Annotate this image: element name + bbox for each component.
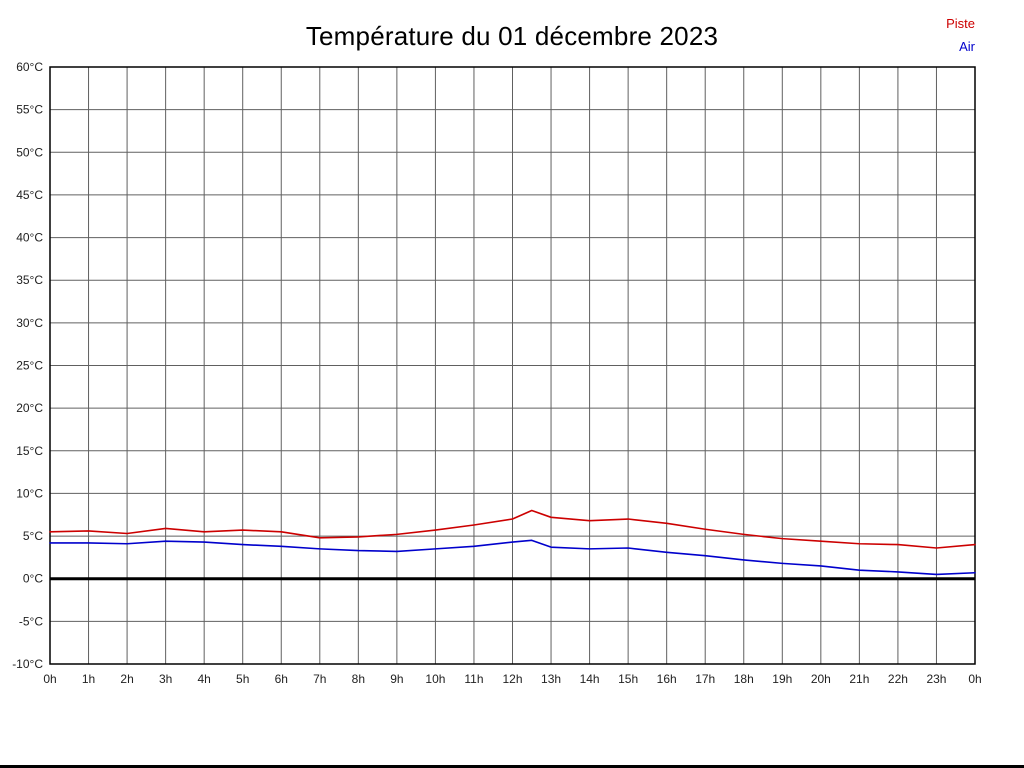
y-tick-label: 15°C [16, 444, 43, 458]
x-tick-label: 23h [926, 672, 946, 686]
x-tick-label: 22h [888, 672, 908, 686]
x-tick-label: 11h [464, 672, 483, 686]
x-tick-label: 1h [82, 672, 95, 686]
chart-legend: Piste Air [946, 12, 975, 58]
y-tick-label: 25°C [16, 359, 43, 373]
y-tick-label: 60°C [16, 60, 43, 74]
x-tick-label: 4h [197, 672, 210, 686]
y-tick-label: -5°C [19, 614, 43, 628]
y-tick-label: 55°C [16, 103, 43, 117]
y-tick-label: 5°C [23, 529, 43, 543]
y-tick-label: -10°C [12, 657, 43, 671]
legend-air-label: Air [959, 39, 975, 54]
x-tick-label: 2h [120, 672, 133, 686]
y-tick-label: 20°C [16, 401, 43, 415]
plot-border [49, 66, 976, 665]
series-line-piste [49, 509, 976, 549]
x-tick-label: 12h [502, 672, 522, 686]
y-tick-label: 0°C [23, 572, 43, 586]
x-tick-label: 8h [352, 672, 365, 686]
x-tick-label: 19h [772, 672, 792, 686]
chart-title: Température du 01 décembre 2023 [305, 21, 719, 51]
footer-divider [0, 765, 1024, 768]
y-tick-label: 50°C [16, 145, 43, 159]
x-tick-label: 10h [425, 672, 445, 686]
y-tick-label: 35°C [16, 273, 43, 287]
x-tick-label: 5h [236, 672, 249, 686]
x-tick-label: 6h [275, 672, 288, 686]
series-line-air [49, 539, 976, 576]
y-tick-label: 45°C [16, 188, 43, 202]
x-tick-label: 17h [695, 672, 715, 686]
x-tick-label: 15h [618, 672, 638, 686]
x-tick-label: 9h [390, 672, 403, 686]
y-tick-label: 40°C [16, 231, 43, 245]
y-tick-label: 10°C [16, 486, 43, 500]
x-tick-label: 20h [811, 672, 831, 686]
x-tick-label: 14h [580, 672, 600, 686]
x-tick-label: 7h [313, 672, 326, 686]
x-tick-label: 16h [657, 672, 677, 686]
x-tick-label: 0h [968, 672, 981, 686]
x-tick-label: 18h [734, 672, 754, 686]
x-tick-label: 0h [43, 672, 56, 686]
x-tick-label: 21h [849, 672, 869, 686]
y-tick-label: 30°C [16, 316, 43, 330]
legend-piste-label: Piste [946, 16, 975, 31]
x-tick-label: 3h [159, 672, 172, 686]
x-tick-label: 13h [541, 672, 561, 686]
